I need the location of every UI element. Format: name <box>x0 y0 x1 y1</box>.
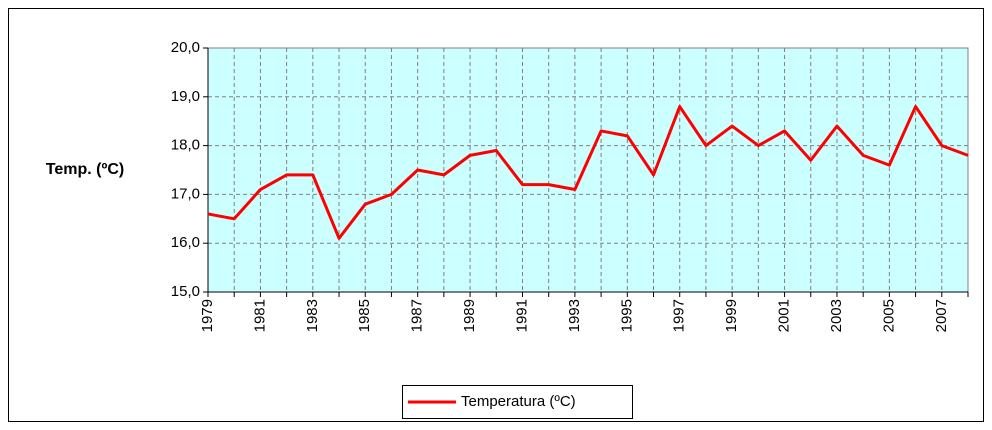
plot-area <box>207 47 969 293</box>
x-tick-label: 1995 <box>618 299 635 332</box>
x-tick-label: 1981 <box>251 299 268 332</box>
y-tick-label: 19,0 <box>171 88 200 105</box>
legend-label: Temperatura (ºC) <box>461 393 576 410</box>
y-tick-label: 16,0 <box>171 234 200 251</box>
y-tick-label: 15,0 <box>171 283 200 300</box>
y-tick-label: 18,0 <box>171 137 200 154</box>
x-tick-label: 2003 <box>828 299 845 332</box>
y-axis-title: Temp. (ºC) <box>46 161 124 178</box>
line-series <box>207 105 969 240</box>
x-tick-label: 1999 <box>723 299 740 332</box>
x-tick-label: 1997 <box>671 299 688 332</box>
x-tick-label: 1979 <box>199 299 216 332</box>
y-tick-label: 17,0 <box>171 185 200 202</box>
x-tick-label: 2007 <box>933 299 950 332</box>
x-tick-label: 2005 <box>880 299 897 332</box>
x-tick-label: 1985 <box>356 299 373 332</box>
y-tick-label: 20,0 <box>171 39 200 56</box>
x-tick-label: 1989 <box>461 299 478 332</box>
x-tick-label: 1987 <box>409 299 426 332</box>
x-tick-label: 1993 <box>566 299 583 332</box>
x-tick-label: 1991 <box>513 299 530 332</box>
x-tick-label: 1983 <box>304 299 321 332</box>
x-tick-label: 2001 <box>776 299 793 332</box>
